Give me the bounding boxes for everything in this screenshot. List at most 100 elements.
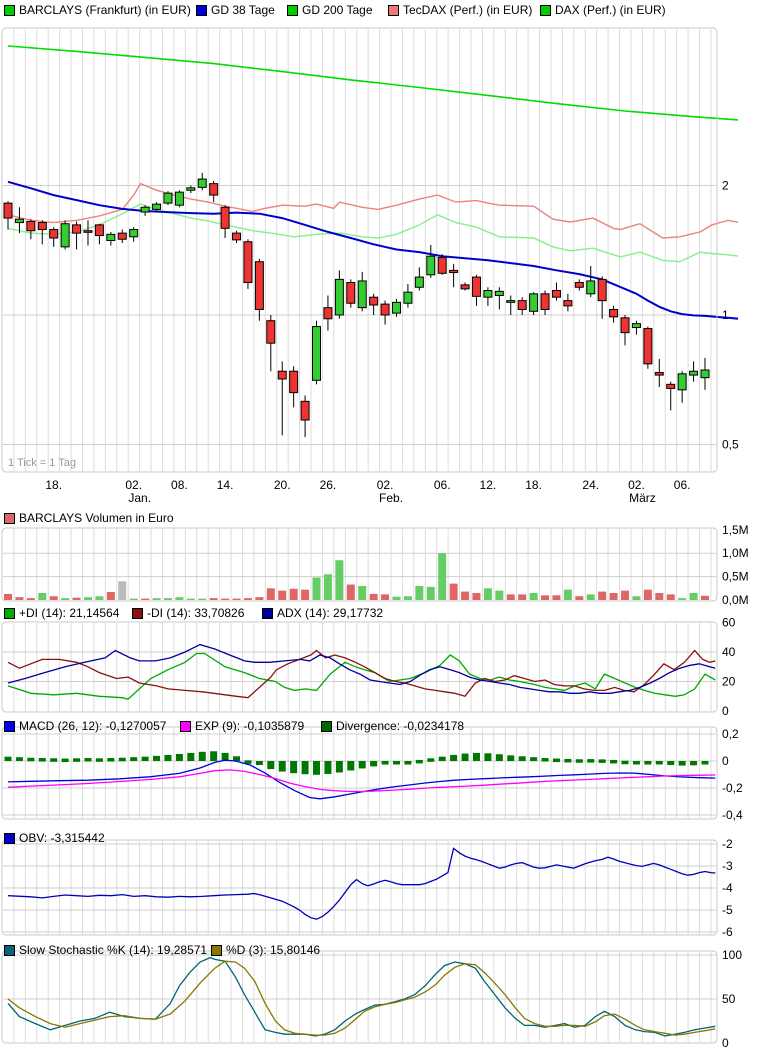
volume-bar xyxy=(392,596,401,600)
divergence-bar xyxy=(678,761,686,766)
divergence-bar xyxy=(313,761,321,775)
date-tick-label: 24. xyxy=(582,478,599,492)
macd-legend: MACD (26, 12): -0,1270057 EXP (9): -0,10… xyxy=(0,719,760,733)
divergence-bar xyxy=(598,759,606,763)
date-tick-label: 26. xyxy=(320,478,337,492)
volume-bar xyxy=(643,589,652,600)
divergence-bar xyxy=(667,761,675,766)
divergence-bar xyxy=(278,761,286,772)
indicator-line xyxy=(7,769,716,793)
volume-bar xyxy=(289,588,298,600)
divergence-bar xyxy=(141,756,149,761)
day-gridlines xyxy=(13,841,712,934)
y-tick-label: 0,2 xyxy=(722,727,739,741)
divergence-bar xyxy=(73,758,81,762)
divergence-bar xyxy=(324,761,332,774)
volume-bar xyxy=(243,598,252,600)
price-series xyxy=(3,45,738,438)
divergence-bar xyxy=(415,759,423,764)
legend-label: MACD (26, 12): -0,1270057 xyxy=(19,719,167,733)
divergence-bar xyxy=(575,759,583,763)
divergence-bar xyxy=(175,753,183,761)
divergence-bar xyxy=(153,755,161,761)
legend-item-exp: EXP (9): -0,1035879 xyxy=(180,719,304,733)
volume-bar xyxy=(598,591,607,600)
divergence-swatch-icon xyxy=(321,720,332,732)
volume-bar xyxy=(301,589,310,600)
divergence-bar xyxy=(15,757,23,761)
volume-bar xyxy=(426,586,435,600)
volume-bar xyxy=(621,590,630,600)
volume-bar xyxy=(163,598,172,600)
month-label: Feb. xyxy=(379,491,403,505)
divergence-bar xyxy=(552,758,560,763)
volume-bar xyxy=(186,598,195,600)
plus-di-swatch-icon xyxy=(4,607,15,619)
obv-swatch-icon xyxy=(4,832,15,844)
obv-legend: OBV: -3,315442 xyxy=(0,831,760,845)
indicator-line xyxy=(7,759,716,800)
y-tick-label: 0,0M xyxy=(722,593,749,607)
y-tick-label: -5 xyxy=(722,903,733,917)
divergence-bar xyxy=(290,761,298,774)
legend-label: Divergence: -0,0234178 xyxy=(336,719,465,733)
indicator-line xyxy=(7,652,716,700)
divergence-bar xyxy=(187,752,195,761)
volume-bar xyxy=(4,593,12,600)
divergence-bar xyxy=(4,756,12,761)
panel-border xyxy=(1,27,718,473)
month-label: Jan. xyxy=(128,491,151,505)
volume-bar xyxy=(586,594,595,600)
volume-bar xyxy=(49,596,58,600)
date-tick-label: 20. xyxy=(274,478,291,492)
volume-bar xyxy=(369,593,378,600)
legend-item-minus-di: -DI (14): 33,70826 xyxy=(132,606,244,620)
obv-series xyxy=(7,847,716,920)
divergence-bar xyxy=(610,759,618,764)
volume-bar xyxy=(278,590,287,600)
divergence-bar xyxy=(27,757,35,762)
legend-label: -DI (14): 33,70826 xyxy=(147,606,245,620)
panel-obv: -2 -3 -4 -5 -6 xyxy=(1,837,733,939)
volume-bar xyxy=(312,577,321,600)
divergence-bar xyxy=(587,759,595,763)
volume-bar xyxy=(495,590,504,600)
volume-bar xyxy=(689,592,698,600)
panel-dmi: 60 40 20 0 xyxy=(1,616,736,718)
volume-bar xyxy=(449,583,458,600)
y-tick-label: 0 xyxy=(722,754,729,768)
legend-label: BARCLAYS Volumen in Euro xyxy=(19,511,174,525)
volume-bar xyxy=(26,598,35,600)
divergence-bar xyxy=(644,761,652,765)
y-tick-label: -6 xyxy=(722,925,733,939)
volume-bar xyxy=(255,597,264,600)
y-tick-label: 0 xyxy=(722,1036,729,1050)
divergence-bar xyxy=(701,761,709,765)
overlay-line xyxy=(7,182,738,239)
volume-bar xyxy=(415,585,424,600)
divergence-bar xyxy=(50,758,58,762)
divergence-bar xyxy=(461,753,469,761)
volume-bar xyxy=(655,592,664,600)
legend-label: EXP (9): -0,1035879 xyxy=(195,719,305,733)
legend-item-macd: MACD (26, 12): -0,1270057 xyxy=(4,719,166,733)
volume-bar xyxy=(95,596,104,600)
date-tick-label: 02. xyxy=(125,478,142,492)
panel-volume: 1,5M 1,0M 0,5M 0,0M xyxy=(1,523,749,607)
divergence-bar xyxy=(95,758,103,762)
legend-label: GD 38 Tage xyxy=(211,3,275,17)
volume-bar xyxy=(700,595,709,600)
dax-swatch-icon xyxy=(540,4,551,16)
indicator-line xyxy=(7,643,716,694)
divergence-bar xyxy=(164,754,172,761)
volume-bar xyxy=(518,594,527,600)
divergence-bar xyxy=(107,758,115,762)
legend-label: BARCLAYS (Frankfurt) (in EUR) xyxy=(19,3,191,17)
date-tick-label: 18. xyxy=(45,478,62,492)
volume-bar xyxy=(563,589,572,600)
divergence-bar xyxy=(198,751,206,761)
volume-bar xyxy=(266,588,275,600)
divergence-bar xyxy=(621,760,629,765)
y-tick-label: 1,5M xyxy=(722,523,749,537)
